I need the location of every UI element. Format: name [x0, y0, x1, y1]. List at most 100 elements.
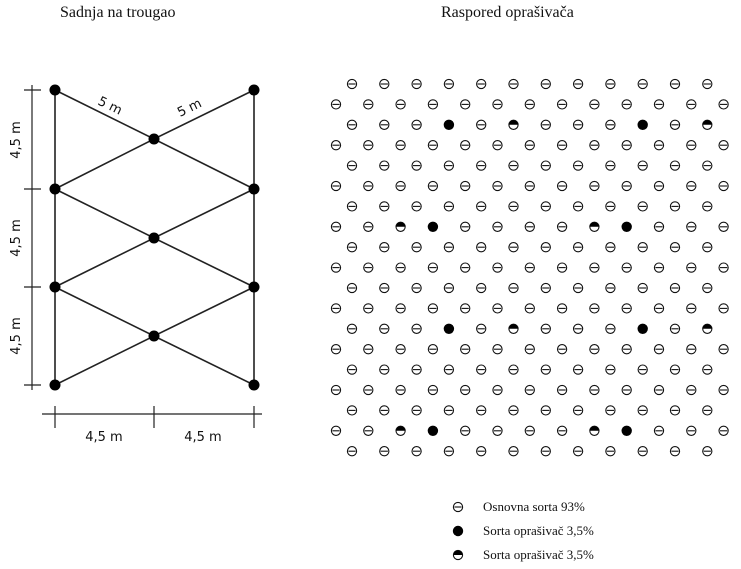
- main-variety-tree: [669, 119, 681, 130]
- tree-node: [49, 84, 61, 96]
- main-variety-tree: [346, 446, 358, 457]
- main-variety-tree: [718, 384, 729, 396]
- main-variety-tree: [540, 282, 551, 294]
- right-title: Raspored oprašivača: [441, 4, 574, 21]
- pollinator-full-tree: [637, 119, 648, 130]
- main-variety-tree: [330, 180, 342, 192]
- main-variety-tree: [637, 242, 648, 253]
- main-variety-tree: [395, 262, 406, 273]
- triangle-planting-diagram: 5 m 5 m 4,5 m 4,5 m 4,5 m 4,5 m 4,5 m: [9, 84, 262, 445]
- pollinator-half-tree: [589, 425, 600, 436]
- main-variety-tree: [572, 119, 584, 130]
- main-variety-tree: [379, 282, 390, 294]
- pollinator-half-tree: [702, 119, 713, 130]
- main-variety-tree: [621, 262, 632, 273]
- pollinator-half-tree: [452, 549, 464, 561]
- main-variety-tree: [540, 446, 551, 457]
- main-variety-tree: [686, 384, 697, 396]
- main-variety-tree: [443, 160, 455, 171]
- diagonal-lines-top: [54, 89, 255, 140]
- main-variety-tree: [476, 446, 487, 457]
- main-variety-tree: [330, 221, 342, 232]
- legend-full-pollinator-symbol: [452, 525, 464, 537]
- main-variety-tree: [379, 323, 390, 334]
- main-variety-tree: [605, 160, 616, 171]
- main-variety-tree: [427, 180, 439, 192]
- main-variety-tree: [363, 180, 374, 192]
- main-variety-tree: [556, 425, 568, 436]
- main-variety-tree: [540, 323, 551, 334]
- main-variety-tree: [460, 221, 471, 232]
- pollinator-full-tree: [621, 425, 632, 436]
- main-variety-tree: [686, 140, 697, 151]
- main-variety-tree: [492, 99, 503, 110]
- legend-main-variety-symbol: [452, 501, 464, 513]
- main-variety-tree: [686, 303, 697, 314]
- main-variety-tree: [653, 99, 665, 110]
- main-variety-tree: [669, 364, 681, 375]
- pollinator-full-tree: [443, 323, 455, 334]
- main-variety-tree: [460, 303, 471, 314]
- main-variety-tree: [443, 405, 455, 416]
- main-variety-tree: [605, 405, 616, 416]
- main-variety-tree: [330, 384, 342, 396]
- main-variety-tree: [653, 262, 665, 273]
- pollinator-half-tree: [508, 119, 519, 130]
- tree-node: [248, 281, 260, 293]
- main-variety-tree: [508, 446, 519, 457]
- main-variety-tree: [492, 180, 503, 192]
- main-variety-tree: [669, 78, 681, 90]
- main-variety-tree: [718, 140, 729, 151]
- main-variety-tree: [653, 303, 665, 314]
- main-variety-tree: [508, 405, 519, 416]
- main-variety-tree: [669, 405, 681, 416]
- pollinator-half-tree: [508, 323, 519, 334]
- legend-label-main: Osnovna sorta 93%: [483, 499, 585, 514]
- main-variety-tree: [330, 344, 342, 355]
- main-variety-tree: [540, 364, 551, 375]
- main-variety-tree: [669, 160, 681, 171]
- main-variety-tree: [411, 242, 422, 253]
- main-variety-tree: [524, 384, 535, 396]
- main-variety-tree: [669, 242, 681, 253]
- main-variety-tree: [460, 262, 471, 273]
- pollinator-pattern-grid: [330, 78, 729, 457]
- main-variety-tree: [379, 160, 390, 171]
- main-variety-tree: [702, 364, 713, 375]
- main-variety-tree: [605, 282, 616, 294]
- main-variety-tree: [476, 160, 487, 171]
- pollinator-half-tree: [395, 425, 406, 436]
- main-variety-tree: [718, 425, 729, 436]
- legend: Osnovna sorta 93% Sorta oprašivač 3,5% S…: [452, 499, 594, 562]
- main-variety-tree: [556, 221, 568, 232]
- pollinator-full-tree: [621, 221, 632, 232]
- main-variety-tree: [686, 425, 697, 436]
- main-variety-tree: [508, 201, 519, 212]
- main-variety-tree: [492, 425, 503, 436]
- main-variety-tree: [379, 405, 390, 416]
- main-variety-tree: [540, 78, 551, 90]
- main-variety-tree: [524, 344, 535, 355]
- diagonal-lines-4: [54, 237, 255, 288]
- main-variety-tree: [508, 78, 519, 90]
- main-variety-tree: [653, 425, 665, 436]
- main-variety-tree: [540, 201, 551, 212]
- main-variety-tree: [452, 501, 464, 513]
- tree-node: [248, 379, 260, 391]
- main-variety-tree: [669, 446, 681, 457]
- main-variety-tree: [572, 160, 584, 171]
- main-variety-tree: [411, 446, 422, 457]
- main-variety-tree: [395, 180, 406, 192]
- pollinator-full-tree: [443, 119, 455, 130]
- main-variety-tree: [686, 221, 697, 232]
- main-variety-tree: [605, 119, 616, 130]
- main-variety-tree: [476, 78, 487, 90]
- main-variety-tree: [395, 140, 406, 151]
- main-variety-tree: [702, 160, 713, 171]
- main-variety-tree: [702, 201, 713, 212]
- main-variety-tree: [621, 303, 632, 314]
- main-variety-tree: [556, 384, 568, 396]
- main-variety-tree: [363, 303, 374, 314]
- main-variety-tree: [605, 323, 616, 334]
